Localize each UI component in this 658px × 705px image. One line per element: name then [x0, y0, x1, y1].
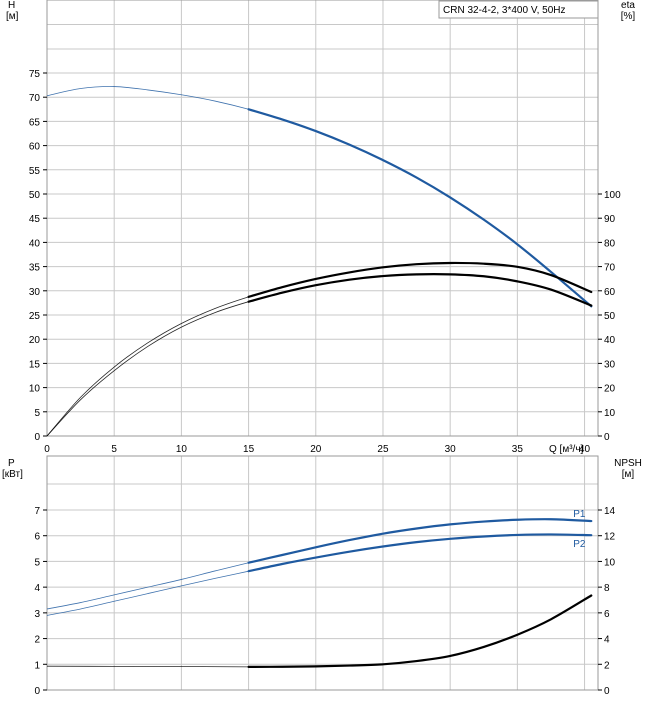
- top-left-tick-label: 35: [29, 263, 41, 274]
- bottom-right-tick-label: 2: [604, 660, 610, 671]
- top-left-tick-label: 60: [29, 142, 41, 153]
- top-left-axis-title: H: [8, 0, 15, 11]
- bottom-series-1-operating-line: [247, 533, 593, 573]
- x-tick-label: 30: [445, 444, 457, 455]
- series-label-p1: P1: [573, 509, 586, 520]
- top-left-tick-label: 50: [29, 190, 41, 201]
- bottom-left-tick-label: 2: [34, 635, 40, 646]
- bottom-left-tick-label: 3: [34, 609, 40, 620]
- bottom-right-tick-label: 6: [604, 609, 610, 620]
- bottom-left-tick-label: 4: [34, 583, 40, 594]
- top-right-tick-label: 70: [604, 263, 616, 274]
- bottom-right-tick-label: 4: [604, 635, 610, 646]
- top-right-tick-label: 50: [604, 311, 616, 322]
- top-left-tick-label: 15: [29, 359, 41, 370]
- top-right-tick-label: 100: [604, 190, 621, 201]
- top-right-tick-label: 0: [604, 432, 610, 443]
- top-left-tick-label: 30: [29, 287, 41, 298]
- x-axis-title: Q [м³/ч]: [549, 444, 584, 455]
- top-left-tick-label: 0: [34, 432, 40, 443]
- bottom-right-tick-label: 12: [604, 532, 616, 543]
- bottom-series-2-extended-line: [46, 595, 592, 668]
- x-tick-label: 35: [512, 444, 524, 455]
- bottom-left-tick-label: 0: [34, 686, 40, 697]
- top-left-tick-label: 45: [29, 214, 41, 225]
- bottom-left-axis-title: P: [8, 458, 15, 469]
- top-right-axis-unit: [%]: [621, 11, 636, 22]
- top-left-tick-label: 65: [29, 117, 41, 128]
- top-right-tick-label: 90: [604, 214, 616, 225]
- top-series-2-operating-line: [247, 273, 593, 307]
- top-left-tick-label: 70: [29, 93, 41, 104]
- bottom-right-tick-label: 14: [604, 506, 616, 517]
- top-right-axis-title: eta: [621, 0, 635, 11]
- top-series-1-operating-line: [247, 261, 593, 298]
- x-tick-label: 10: [176, 444, 188, 455]
- x-tick-label: 40: [579, 444, 591, 455]
- chart-title: CRN 32-4-2, 3*400 V, 50Hz: [443, 5, 565, 16]
- x-tick-label: 25: [377, 444, 389, 455]
- bottom-right-tick-label: 0: [604, 686, 610, 697]
- bottom-left-tick-label: 5: [34, 557, 40, 568]
- x-tick-label: 0: [44, 444, 50, 455]
- top-left-tick-label: 40: [29, 238, 41, 249]
- bottom-right-axis-title: NPSH: [614, 458, 642, 469]
- bottom-series-2-operating-line: [247, 594, 593, 668]
- bottom-right-tick-label: 8: [604, 583, 610, 594]
- top-left-tick-label: 25: [29, 311, 41, 322]
- top-left-axis-unit: [м]: [6, 11, 19, 22]
- title-box: [438, 0, 599, 19]
- top-right-tick-label: 60: [604, 287, 616, 298]
- top-right-tick-label: 40: [604, 335, 616, 346]
- top-left-tick-label: 20: [29, 335, 41, 346]
- top-left-tick-label: 5: [34, 408, 40, 419]
- x-tick-label: 20: [310, 444, 322, 455]
- bottom-right-tick-label: 10: [604, 557, 616, 568]
- bottom-left-axis-unit: [кВт]: [2, 469, 23, 480]
- top-right-tick-label: 10: [604, 408, 616, 419]
- bottom-plot-frame: [46, 455, 599, 691]
- bottom-left-tick-label: 7: [34, 506, 40, 517]
- bottom-left-tick-label: 6: [34, 532, 40, 543]
- top-right-tick-label: 80: [604, 238, 616, 249]
- bottom-series-0-extended-line: [46, 518, 592, 610]
- top-left-tick-label: 75: [29, 69, 41, 80]
- top-left-tick-label: 55: [29, 166, 41, 177]
- top-right-tick-label: 30: [604, 359, 616, 370]
- bottom-left-tick-label: 1: [34, 660, 40, 671]
- bottom-series-0-operating-line: [247, 518, 593, 564]
- top-series-1-extended-line: [46, 262, 592, 437]
- x-tick-label: 5: [111, 444, 117, 455]
- bottom-right-axis-unit: [м]: [622, 469, 635, 480]
- top-series-0-operating-line: [247, 108, 593, 308]
- x-tick-label: 15: [243, 444, 255, 455]
- top-right-tick-label: 20: [604, 384, 616, 395]
- series-label-p2: P2: [573, 539, 586, 550]
- top-series-0-extended-line: [46, 86, 592, 307]
- top-left-tick-label: 10: [29, 384, 41, 395]
